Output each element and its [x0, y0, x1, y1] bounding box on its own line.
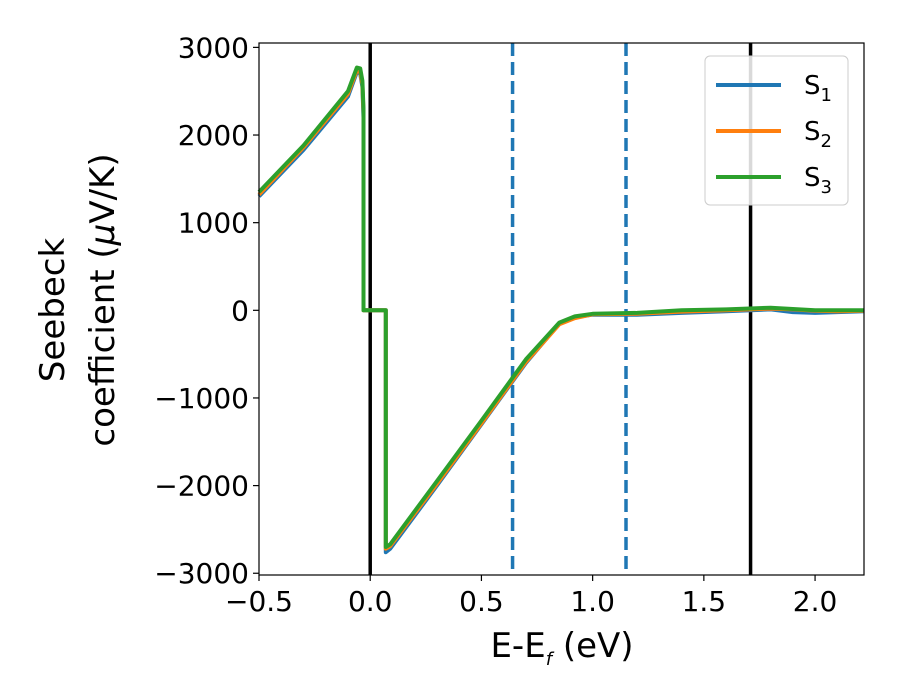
x-tick-label: 1.5: [682, 585, 727, 618]
series-lines: [257, 65, 865, 555]
y-tick-label: 2000: [178, 119, 249, 152]
y-axis-label: Seebeck coefficient (μV/K): [33, 153, 123, 446]
plot-frame: [258, 42, 865, 576]
y-tick-label: 0: [231, 294, 249, 327]
legend-label-s1: S1: [804, 71, 832, 106]
y-tick-label: −3000: [154, 557, 249, 590]
y-axis-label-line2: coefficient (μV/K): [83, 153, 123, 446]
legend-label-s3: S3: [804, 163, 832, 198]
y-tick-label: 1000: [178, 207, 249, 240]
legend: S1 S2 S3: [704, 55, 849, 206]
x-tick-label: 0.0: [348, 585, 393, 618]
legend-label-s2: S2: [804, 117, 832, 152]
y-axis-label-line1: Seebeck: [33, 238, 73, 383]
y-tick-label: 3000: [178, 31, 249, 64]
x-axis-label: E-Ef (eV): [490, 626, 633, 670]
y-tick-label: −2000: [154, 470, 249, 503]
x-tick-label: 1.0: [570, 585, 615, 618]
x-axis-ticks: −0.5 0.0 0.5 1.0 1.5 2.0: [225, 575, 837, 618]
series-line-s3: [257, 65, 864, 549]
y-tick-label: −1000: [154, 382, 249, 415]
x-tick-label: 2.0: [793, 585, 838, 618]
y-axis-ticks: 3000 2000 1000 0 −1000 −2000 −3000: [154, 31, 259, 590]
x-tick-label: −0.5: [225, 585, 293, 618]
x-tick-label: 0.5: [459, 585, 504, 618]
